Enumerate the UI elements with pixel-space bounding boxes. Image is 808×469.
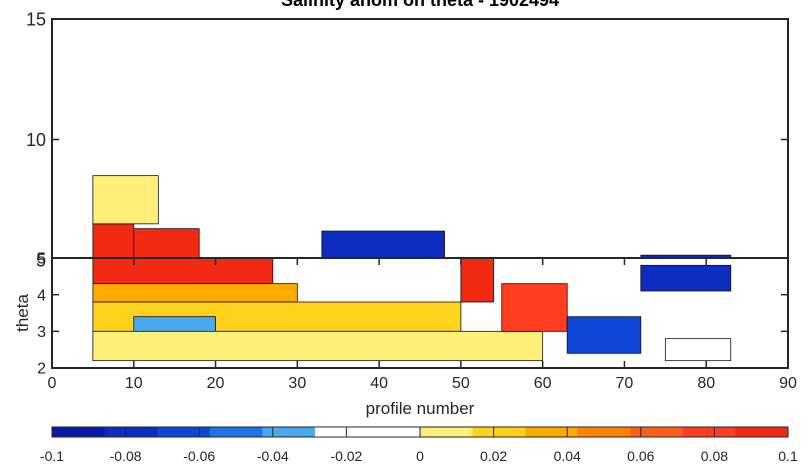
colorbar-tick-label: 0 bbox=[416, 448, 424, 464]
y-tick-label: 2 bbox=[37, 361, 46, 378]
y-tick-label: 10 bbox=[26, 130, 46, 150]
x-tick-label: 40 bbox=[370, 375, 388, 392]
colorbar-swatch bbox=[367, 427, 421, 437]
colorbar-swatch bbox=[314, 427, 368, 437]
x-tick-label: 90 bbox=[779, 375, 797, 392]
x-tick-label: 80 bbox=[697, 375, 715, 392]
x-tick-label: 10 bbox=[125, 375, 143, 392]
bottom-panel-y-ticks: 2 3 4 5 bbox=[37, 251, 788, 378]
heatmap-cell bbox=[133, 228, 200, 261]
colorbar-swatch bbox=[157, 427, 211, 437]
bottom-panel-frame bbox=[51, 257, 789, 369]
colorbar-swatch bbox=[52, 427, 106, 437]
heatmap-cell bbox=[92, 257, 274, 285]
heatmap-cell bbox=[664, 338, 732, 362]
x-tick-label: 0 bbox=[48, 375, 57, 392]
x-tick-label: 50 bbox=[452, 375, 470, 392]
top-panel-title: Salinity anom on theta - 1902494 bbox=[281, 0, 559, 10]
bottom-panel-x-ticks: 0 10 20 30 40 50 60 70 80 90 bbox=[48, 258, 797, 392]
colorbar-swatch bbox=[262, 427, 316, 437]
colorbar-tick-label: 0.04 bbox=[554, 448, 581, 464]
colorbar: -0.1 -0.08 -0.06 -0.04 -0.02 0 0.02 0.04 0.06 0.0… bbox=[40, 426, 798, 464]
colorbar-tick-label: 0.02 bbox=[480, 448, 507, 464]
y-tick-label: 3 bbox=[37, 324, 46, 341]
colorbar-tick-label: -0.06 bbox=[183, 448, 215, 464]
top-panel-background bbox=[52, 19, 788, 260]
colorbar-tick-label: -0.08 bbox=[110, 448, 142, 464]
heatmap-cell bbox=[92, 223, 135, 261]
bottom-panel-data-layer bbox=[92, 257, 732, 362]
colorbar-swatch bbox=[735, 427, 789, 437]
colorbar-tick-label: 0.08 bbox=[701, 448, 728, 464]
heatmap-cell bbox=[92, 283, 298, 303]
heatmap-cell bbox=[501, 283, 568, 332]
colorbar-swatch bbox=[630, 427, 684, 437]
x-tick-label: 70 bbox=[616, 375, 634, 392]
colorbar-swatch bbox=[577, 427, 631, 437]
x-tick-label: 30 bbox=[288, 375, 306, 392]
colorbar-tick-label: -0.1 bbox=[40, 448, 64, 464]
colorbar-swatch bbox=[104, 427, 158, 437]
colorbar-tick-label: 0.06 bbox=[627, 448, 654, 464]
colorbar-tick-label: 0.1 bbox=[778, 448, 798, 464]
heatmap-cell bbox=[321, 230, 445, 261]
colorbar-ticks: -0.1 -0.08 -0.06 -0.04 -0.02 0 0.02 0.04 0.06 0.0… bbox=[40, 427, 798, 464]
heatmap-cell bbox=[92, 330, 544, 362]
y-tick-label: 4 bbox=[37, 287, 46, 304]
colorbar-tick-label: -0.04 bbox=[257, 448, 289, 464]
colorbar-swatches bbox=[52, 427, 789, 437]
top-panel-plot-area: 5 10 15 Salinity anom on theta - 1902494 bbox=[26, 0, 789, 270]
bottom-panel-x-axis-label: profile number bbox=[366, 399, 475, 418]
y-tick-label: 5 bbox=[37, 251, 46, 268]
colorbar-tick-label: -0.02 bbox=[330, 448, 362, 464]
colorbar-swatch bbox=[420, 427, 474, 437]
heatmap-cell bbox=[566, 316, 642, 354]
heatmap-cell bbox=[640, 264, 732, 292]
colorbar-swatch bbox=[472, 427, 526, 437]
y-tick-label: 5 bbox=[36, 250, 46, 270]
colorbar-swatch bbox=[682, 427, 736, 437]
colorbar-swatch bbox=[525, 427, 579, 437]
x-tick-label: 20 bbox=[207, 375, 225, 392]
heatmap-cell bbox=[92, 175, 159, 225]
x-tick-label: 60 bbox=[534, 375, 552, 392]
top-panel-y-ticks: 5 10 15 bbox=[26, 9, 788, 270]
y-tick-label: 15 bbox=[26, 9, 46, 29]
heatmap-cell bbox=[460, 257, 494, 303]
colorbar-swatch bbox=[209, 427, 263, 437]
bottom-panel-y-axis-label: theta bbox=[13, 294, 32, 332]
